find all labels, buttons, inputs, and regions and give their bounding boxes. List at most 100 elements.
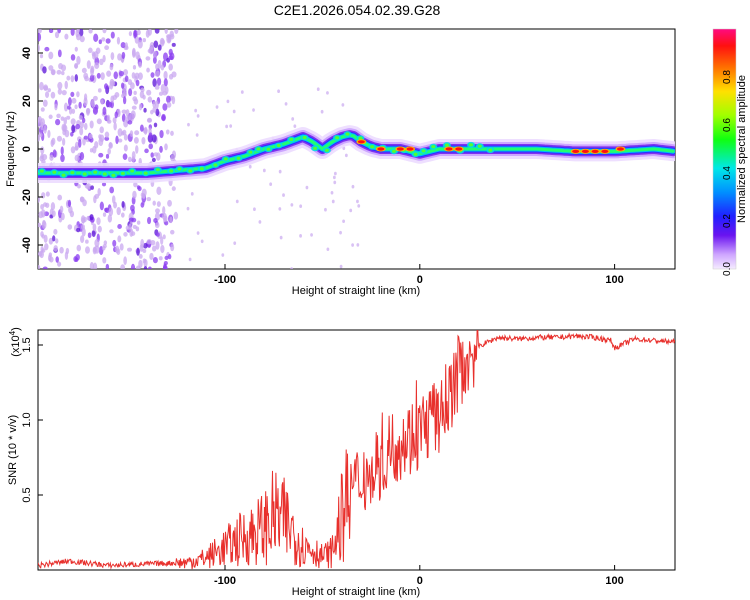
spectrogram-noise-dot bbox=[123, 134, 128, 141]
spectrogram-noise-dot bbox=[188, 257, 192, 262]
spectrogram-noise-dot bbox=[93, 195, 97, 204]
spectrogram-peak-core bbox=[70, 170, 75, 175]
spectrogram-noise-dot bbox=[357, 204, 361, 208]
snr-x-axis-label: Height of straight line (km) bbox=[292, 586, 420, 598]
spectrogram-peak-core bbox=[335, 136, 340, 140]
spectrogram-noise-dot bbox=[164, 143, 168, 151]
spectrogram-noise-dot bbox=[128, 112, 134, 122]
spectrogram-noise-dot bbox=[104, 207, 108, 212]
spectrogram-peak-core bbox=[39, 169, 44, 173]
spectrogram-noise-dot bbox=[54, 103, 58, 111]
spectrogram-noise-dot bbox=[79, 127, 84, 136]
spectrogram-noise-dot bbox=[76, 244, 82, 252]
spectrogram-noise-dot bbox=[99, 126, 104, 134]
spectrogram-noise-dot bbox=[43, 234, 48, 243]
colorbar-label: Normalized spectral amplitude bbox=[736, 75, 748, 223]
spectrogram-noise-dot bbox=[149, 252, 154, 261]
spectrogram-noise-dot bbox=[57, 261, 62, 267]
spectrogram-noise-dot bbox=[148, 143, 154, 150]
spectrogram-noise-dot bbox=[60, 64, 67, 72]
spectrogram-peak-core bbox=[413, 152, 418, 156]
spectrogram-y-tick-label: -40 bbox=[21, 237, 33, 253]
spectrogram-noise-dot bbox=[121, 51, 126, 59]
spectrogram-noise-dot bbox=[135, 79, 140, 87]
spectrogram-peak-core bbox=[421, 149, 426, 153]
spectrogram-noise-dot bbox=[339, 264, 343, 269]
spectrogram-noise-dot bbox=[141, 136, 146, 145]
spectrogram-noise-dot bbox=[351, 184, 355, 189]
spectrogram-noise-dot bbox=[61, 71, 65, 76]
spectrogram-noise-dot bbox=[150, 109, 154, 115]
spectrogram-noise-dot bbox=[290, 203, 294, 207]
spectrogram-noise-dot bbox=[120, 42, 126, 49]
spectrogram-noise-dot bbox=[138, 103, 143, 111]
spectrogram-noise-dot bbox=[109, 63, 114, 71]
spectrogram-noise-dot bbox=[130, 204, 135, 212]
spectrogram-noise-dot bbox=[118, 70, 124, 77]
spectrogram-noise-dot bbox=[94, 62, 100, 69]
spectrogram-noise-dot bbox=[136, 220, 141, 225]
spectrogram-noise-dot bbox=[108, 141, 113, 148]
spectrogram-peak-core bbox=[370, 145, 375, 149]
spectrogram-noise-dot bbox=[42, 219, 46, 226]
spectrogram-noise-dot bbox=[155, 208, 160, 214]
snr-multiplier-exponent: 4 bbox=[8, 330, 17, 335]
spectrogram-x-tick-label: 0 bbox=[417, 274, 423, 286]
spectrogram-noise-dot bbox=[164, 255, 169, 261]
spectrogram-noise-dot bbox=[116, 248, 121, 255]
spectrogram-noise-dot bbox=[98, 137, 104, 147]
spectrogram-noise-dot bbox=[145, 29, 150, 38]
spectrogram-noise-dot bbox=[140, 87, 145, 93]
spectrogram-noise-dot bbox=[170, 130, 174, 136]
spectrogram-noise-dot bbox=[117, 235, 122, 243]
spectrogram-noise-dot bbox=[138, 253, 143, 259]
spectrogram-noise-dot bbox=[221, 253, 225, 257]
spectrogram-noise-dot bbox=[157, 44, 162, 51]
spectrogram-noise-dot bbox=[78, 115, 83, 121]
spectrogram-noise-dot bbox=[104, 83, 109, 90]
spectrogram-noise-dot bbox=[67, 97, 72, 106]
spectrogram-noise-dot bbox=[106, 70, 112, 77]
spectrogram-noise-dot bbox=[341, 103, 345, 107]
spectrogram-noise-dot bbox=[78, 138, 82, 148]
spectrogram-noise-dot bbox=[87, 47, 93, 54]
spectrogram-noise-dot bbox=[108, 207, 114, 217]
spectrogram-noise-dot bbox=[74, 104, 78, 110]
spectrogram-noise-dot bbox=[128, 31, 132, 37]
colorbar: 0.0 0.2 0.4 0.6 0.8 Normalized spectral ampl… bbox=[712, 28, 748, 276]
spectrogram-noise-dot bbox=[83, 72, 89, 80]
spectrogram-noise-dot bbox=[121, 109, 127, 114]
spectrogram-noise-dot bbox=[55, 118, 61, 126]
spectrogram-noise-dot bbox=[269, 182, 273, 187]
spectrogram-noise-dot bbox=[142, 127, 148, 134]
spectrogram-noise-dot bbox=[141, 193, 146, 199]
spectrogram-noise-dot bbox=[168, 55, 174, 61]
spectrogram-noise-dot bbox=[147, 48, 152, 54]
spectrogram-noise-dot bbox=[145, 56, 151, 61]
spectrogram-noise-dot bbox=[70, 75, 75, 83]
spectrogram-noise-dot bbox=[110, 31, 115, 39]
spectrogram-noise-dot bbox=[102, 54, 106, 63]
spectrogram-noise-dot bbox=[86, 215, 90, 221]
spectrogram-noise-dot bbox=[226, 99, 230, 104]
spectrogram-noise-dot bbox=[47, 88, 51, 93]
spectrogram-noise-dot bbox=[40, 204, 45, 210]
spectrogram-noise-dot bbox=[150, 239, 156, 246]
spectrogram-noise-dot bbox=[129, 130, 134, 137]
spectrogram-noise-dot bbox=[229, 124, 233, 128]
spectrogram-noise-dot bbox=[38, 29, 42, 34]
spectrogram-noise-dot bbox=[105, 153, 110, 159]
spectrogram-noise-dot bbox=[107, 148, 111, 155]
spectrogram-peak-core bbox=[477, 144, 482, 148]
spectrogram-noise-dot bbox=[215, 105, 219, 109]
spectrogram-noise-dot bbox=[163, 78, 168, 87]
spectrogram-noise-dot bbox=[225, 124, 229, 129]
spectrogram-noise-dot bbox=[333, 180, 337, 185]
spectrogram-noise-dot bbox=[39, 81, 44, 91]
spectrogram-noise-dot bbox=[80, 224, 85, 230]
spectrogram-peak-core bbox=[266, 147, 271, 151]
spectrogram-peak-core bbox=[431, 145, 436, 149]
spectrogram-peak-core bbox=[256, 147, 261, 151]
spectrogram-noise-dot bbox=[111, 195, 116, 204]
spectrogram-noise-dot bbox=[124, 42, 128, 50]
